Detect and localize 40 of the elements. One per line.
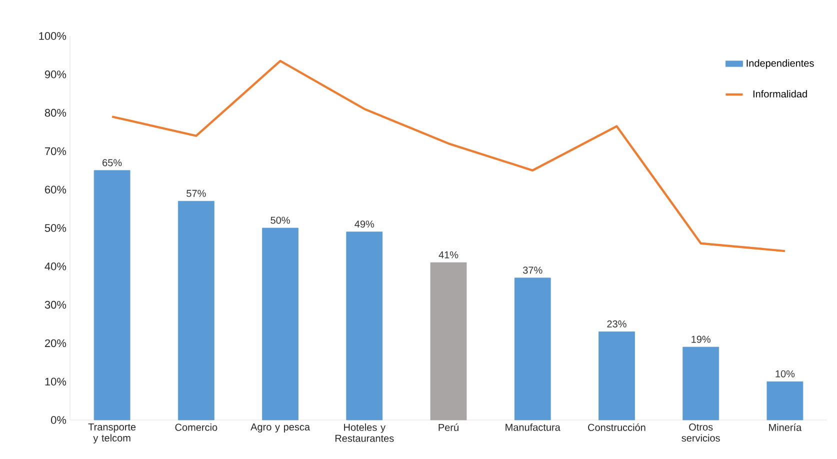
y-tick-label: 20% xyxy=(45,339,66,348)
bar xyxy=(346,232,383,420)
data-label: 23% xyxy=(607,320,626,328)
x-tick-label: Agro y pesca xyxy=(250,424,310,432)
y-tick-label: 10% xyxy=(45,378,66,386)
y-tick-label: 40% xyxy=(44,262,66,270)
y-tick-label: 100% xyxy=(39,32,66,40)
data-label: 50% xyxy=(270,216,290,224)
data-label: 49% xyxy=(354,220,374,228)
data-label: 65% xyxy=(102,159,122,166)
bar xyxy=(598,331,635,420)
x-tick-label: Hoteles y Restaurantes xyxy=(335,424,394,442)
y-tick-label: 30% xyxy=(44,300,66,309)
x-tick-label: Otros servicios xyxy=(682,424,720,442)
data-label: 37% xyxy=(522,266,542,274)
y-tick-label: 80% xyxy=(44,108,66,117)
x-tick-label: Construcción xyxy=(588,424,646,431)
bar xyxy=(682,346,720,420)
bar xyxy=(430,262,467,420)
data-label: 41% xyxy=(438,251,458,258)
x-tick-label: Comercio xyxy=(175,424,218,431)
legend-label: Independientes xyxy=(746,59,814,69)
bar xyxy=(514,278,551,420)
data-label: 57% xyxy=(186,190,206,197)
x-tick-label: Minería xyxy=(769,424,802,431)
y-tick-label: 70% xyxy=(45,147,66,156)
bar xyxy=(766,381,804,420)
x-tick-label: Manufactura xyxy=(506,424,560,431)
y-tick-label: 50% xyxy=(44,224,66,232)
bar xyxy=(94,170,130,420)
legend-label: Informalidad xyxy=(753,90,807,98)
bar xyxy=(178,200,214,420)
data-label: 19% xyxy=(692,336,710,343)
y-tick-label: 90% xyxy=(44,70,66,78)
x-tick-label: Perú xyxy=(438,424,458,431)
y-tick-label: 60% xyxy=(45,186,66,194)
x-tick-label: Transporte y telcom xyxy=(88,424,136,444)
y-tick-label: 0% xyxy=(51,416,66,424)
data-label: 10% xyxy=(776,370,795,378)
bar xyxy=(262,228,298,420)
